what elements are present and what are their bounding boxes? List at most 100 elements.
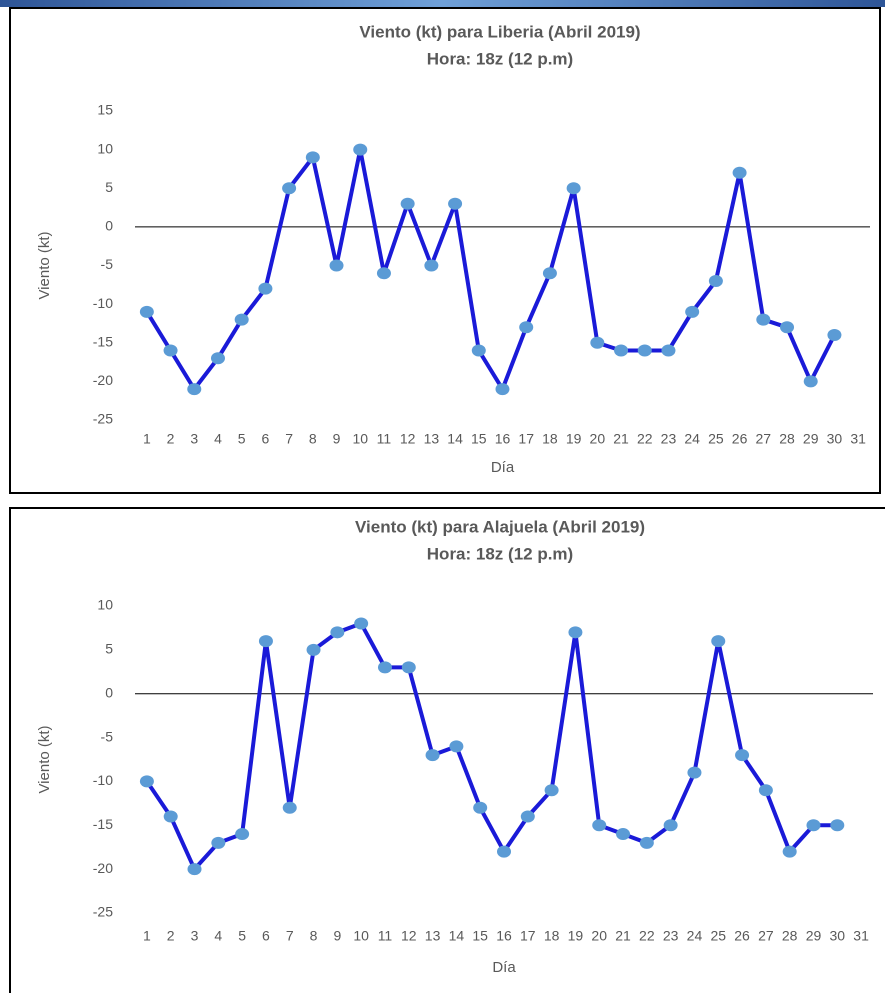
data-point [282, 801, 297, 814]
data-point [661, 344, 676, 357]
x-tick-label: 18 [544, 928, 560, 944]
x-tick-label: 3 [191, 928, 199, 944]
data-point [305, 151, 320, 164]
chart-subtitle: Hora: 18z (12 p.m) [427, 49, 573, 68]
x-tick-label: 22 [637, 431, 653, 447]
x-tick-label: 6 [262, 431, 270, 447]
x-tick-label: 19 [566, 431, 582, 447]
x-tick-label: 13 [425, 928, 441, 944]
data-point [258, 635, 273, 648]
y-tick-label: -5 [101, 728, 114, 744]
data-point [211, 836, 226, 849]
x-tick-label: 3 [190, 431, 198, 447]
x-tick-label: 11 [378, 928, 393, 944]
x-tick-label: 27 [758, 928, 774, 944]
x-tick-label: 7 [286, 928, 294, 944]
x-axis-label: Día [491, 459, 515, 476]
data-point [473, 801, 488, 814]
y-tick-label: -20 [93, 372, 113, 388]
data-point [448, 197, 463, 210]
x-tick-label: 2 [167, 431, 175, 447]
y-tick-label: 15 [97, 102, 113, 118]
data-point [258, 282, 273, 295]
y-tick-label: -10 [93, 772, 113, 788]
x-tick-label: 10 [352, 431, 368, 447]
data-point [590, 336, 605, 349]
x-tick-label: 26 [734, 928, 750, 944]
top-bar [0, 0, 885, 7]
x-tick-label: 16 [496, 928, 512, 944]
x-tick-label: 24 [684, 431, 700, 447]
data-point [234, 313, 249, 326]
x-tick-label: 6 [262, 928, 270, 944]
x-tick-label: 9 [333, 928, 341, 944]
chart-frame [9, 7, 881, 494]
data-point [639, 836, 654, 849]
x-tick-label: 30 [827, 431, 843, 447]
data-line [145, 621, 838, 872]
data-point [735, 749, 750, 762]
data-point [353, 143, 368, 156]
data-point [592, 819, 607, 832]
data-point [732, 166, 747, 179]
x-tick-label: 17 [518, 431, 534, 447]
data-point [329, 259, 344, 272]
x-tick-label: 2 [167, 928, 175, 944]
chart-subtitle: Hora: 18z (12 p.m) [427, 544, 573, 563]
x-tick-label: 26 [732, 431, 748, 447]
data-point [354, 617, 369, 630]
y-tick-label: -15 [93, 333, 113, 349]
x-tick-label: 1 [143, 431, 151, 447]
y-tick-label: 10 [97, 597, 113, 613]
data-point [687, 766, 702, 779]
data-point [637, 344, 652, 357]
data-point [163, 344, 178, 357]
data-point [616, 828, 631, 841]
data-point [663, 819, 678, 832]
data-point [210, 352, 225, 365]
data-point [708, 274, 723, 287]
x-tick-label: 18 [542, 431, 558, 447]
x-tick-label: 14 [449, 928, 465, 944]
y-tick-label: 0 [105, 218, 113, 234]
x-tick-label: 25 [708, 431, 724, 447]
data-point [139, 305, 154, 318]
x-tick-label: 30 [830, 928, 846, 944]
data-point [830, 819, 845, 832]
x-tick-label: 19 [568, 928, 584, 944]
x-tick-label: 22 [639, 928, 655, 944]
data-point [566, 182, 581, 195]
y-tick-label: -20 [93, 860, 113, 876]
y-tick-label: 0 [105, 684, 113, 700]
x-tick-label: 8 [309, 431, 317, 447]
x-tick-label: 16 [495, 431, 511, 447]
data-point [471, 344, 486, 357]
x-tick-label: 31 [850, 431, 866, 447]
x-tick-label: 29 [803, 431, 819, 447]
chart-title: Viento (kt) para Alajuela (Abril 2019) [355, 517, 645, 536]
data-point [377, 661, 392, 674]
data-point [306, 643, 321, 656]
y-tick-label: 5 [105, 641, 113, 657]
x-tick-label: 27 [756, 431, 772, 447]
data-point [614, 344, 629, 357]
x-tick-label: 20 [590, 431, 606, 447]
y-tick-label: 5 [105, 179, 113, 195]
data-point [544, 784, 559, 797]
x-tick-label: 15 [471, 431, 487, 447]
x-tick-label: 10 [353, 928, 369, 944]
x-tick-label: 5 [238, 928, 246, 944]
data-point [235, 828, 250, 841]
data-point [187, 863, 202, 876]
data-point [449, 740, 464, 753]
data-point [330, 626, 345, 639]
x-tick-label: 20 [591, 928, 607, 944]
y-axis-label: Viento (kt) [36, 725, 53, 793]
data-point [780, 321, 795, 334]
chart-title: Viento (kt) para Liberia (Abril 2019) [359, 22, 640, 41]
x-axis-label: Día [492, 959, 516, 976]
x-tick-label: 11 [377, 431, 392, 447]
x-tick-label: 23 [661, 431, 677, 447]
x-tick-label: 23 [663, 928, 679, 944]
